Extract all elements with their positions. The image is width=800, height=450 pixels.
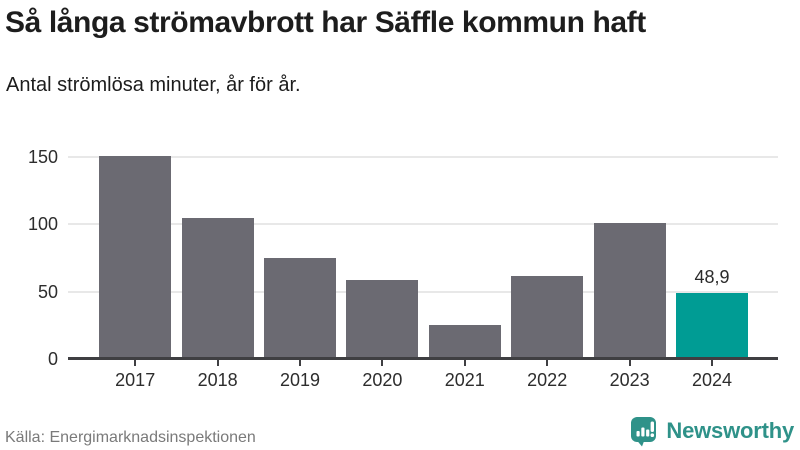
- y-gridline: [68, 290, 778, 293]
- x-axis-tickmark: [299, 359, 301, 366]
- y-axis-tick-label: 100: [27, 214, 58, 235]
- x-axis-tickmark: [711, 359, 713, 366]
- x-axis-tickmark: [546, 359, 549, 366]
- y-gridline: [68, 223, 778, 226]
- chart-subtitle: Antal strömlösa minuter, år för år.: [6, 74, 301, 96]
- x-axis-tickmark: [463, 359, 466, 366]
- x-axis-tick-label: 2018: [197, 370, 238, 390]
- x-axis-tickmark: [134, 359, 137, 366]
- x-axis-tickmark: [216, 359, 219, 366]
- x-axis-tick-label: 2019: [279, 370, 321, 390]
- y-axis-tick-label: 0: [47, 349, 58, 369]
- x-axis-tickmark: [381, 359, 384, 366]
- x-axis-line: [68, 357, 778, 360]
- chart-speech-bubble-icon: [630, 416, 659, 447]
- x-axis-tick-label: 2017: [115, 370, 156, 390]
- y-axis-tick-label: 150: [27, 146, 58, 167]
- bar-value-label: 48,9: [694, 267, 730, 288]
- x-axis-tick-label: 2022: [527, 370, 568, 390]
- x-axis-tick-label: 2021: [444, 370, 485, 390]
- brand-name: Newsworthy: [666, 418, 794, 443]
- x-axis-tick-label: 2023: [609, 370, 650, 390]
- page-title: Så långa strömavbrott har Säffle kommun …: [5, 6, 646, 39]
- y-axis-tick-label: 50: [37, 281, 58, 302]
- y-gridline: [68, 155, 778, 158]
- source-note: Källa: Energimarknadsinspektionen: [5, 429, 256, 446]
- bar-2017: [99, 155, 172, 359]
- x-axis-tickmark: [628, 359, 631, 366]
- bar-2023: [593, 222, 666, 359]
- bar-2018: [181, 217, 254, 359]
- bar-2020: [346, 279, 419, 359]
- bar-2021: [428, 325, 501, 359]
- bar-2019: [264, 257, 336, 359]
- x-axis-tick-label: 2024: [691, 370, 733, 390]
- x-axis-tick-label: 2020: [362, 370, 403, 390]
- bar-2024: [676, 293, 748, 359]
- bar-2022: [511, 275, 584, 359]
- brand-logo: Newsworthy: [630, 414, 794, 448]
